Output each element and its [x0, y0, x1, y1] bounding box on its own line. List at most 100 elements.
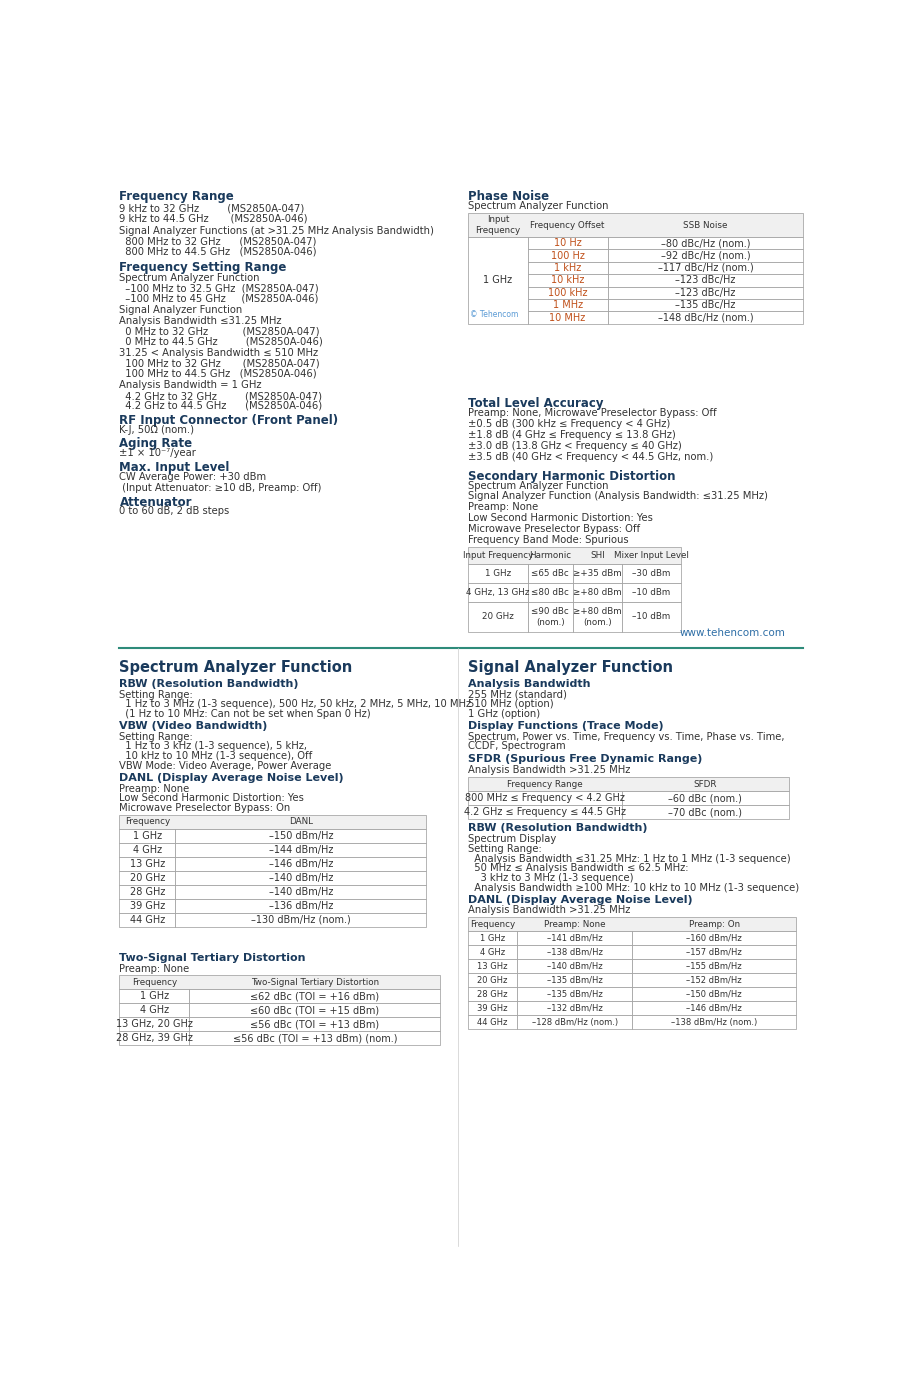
- Bar: [176, 843, 427, 857]
- Text: 28 GHz: 28 GHz: [477, 990, 508, 998]
- Bar: [120, 843, 176, 857]
- Text: DANL: DANL: [289, 818, 313, 826]
- Text: Low Second Harmonic Distortion: Yes: Low Second Harmonic Distortion: Yes: [120, 794, 304, 804]
- Text: Frequency: Frequency: [470, 920, 515, 928]
- Text: –10 dBm: –10 dBm: [632, 612, 670, 622]
- Text: 4 GHz: 4 GHz: [133, 844, 162, 855]
- Text: 9 kHz to 44.5 GHz       (MS2850A-046): 9 kHz to 44.5 GHz (MS2850A-046): [120, 213, 308, 223]
- Text: ≤56 dBc (TOI = +13 dBm): ≤56 dBc (TOI = +13 dBm): [250, 1019, 379, 1029]
- Text: 9 kHz to 32 GHz         (MS2850A-047): 9 kHz to 32 GHz (MS2850A-047): [120, 203, 305, 214]
- Bar: [468, 987, 517, 1001]
- Text: © Tehencom: © Tehencom: [470, 311, 518, 319]
- Text: –146 dBm/Hz: –146 dBm/Hz: [686, 1004, 742, 1012]
- Bar: [468, 1015, 517, 1029]
- Text: Total Level Accuracy: Total Level Accuracy: [468, 396, 604, 410]
- Text: Analysis Bandwidth = 1 GHz: Analysis Bandwidth = 1 GHz: [120, 381, 262, 391]
- Text: –136 dBm/Hz: –136 dBm/Hz: [268, 900, 333, 911]
- Text: 13 GHz, 20 GHz: 13 GHz, 20 GHz: [116, 1019, 193, 1029]
- Bar: [120, 913, 176, 927]
- Text: Frequency Offset: Frequency Offset: [530, 221, 605, 230]
- Text: Analysis Bandwidth: Analysis Bandwidth: [468, 679, 590, 689]
- Text: –132 dBm/Hz: –132 dBm/Hz: [546, 1004, 602, 1012]
- Bar: [527, 300, 608, 311]
- Bar: [120, 815, 427, 829]
- Text: –128 dBm/Hz (nom.): –128 dBm/Hz (nom.): [532, 1018, 617, 1026]
- Text: 10 kHz: 10 kHz: [551, 276, 584, 286]
- Bar: [120, 885, 176, 899]
- Text: –160 dBm/Hz: –160 dBm/Hz: [686, 934, 742, 942]
- Text: Setting Range:: Setting Range:: [468, 844, 542, 854]
- Text: 20 GHz: 20 GHz: [482, 612, 514, 622]
- Text: –138 dBm/Hz: –138 dBm/Hz: [546, 948, 602, 956]
- Bar: [468, 213, 803, 237]
- Text: Display Functions (Trace Mode): Display Functions (Trace Mode): [468, 721, 664, 731]
- Text: DANL (Display Average Noise Level): DANL (Display Average Noise Level): [468, 895, 693, 904]
- Text: 4.2 GHz to 32 GHz         (MS2850A-047): 4.2 GHz to 32 GHz (MS2850A-047): [120, 391, 322, 402]
- Bar: [517, 1015, 632, 1029]
- Text: www.tehencom.com: www.tehencom.com: [680, 629, 786, 638]
- Text: ±3.5 dB (40 GHz < Frequency < 44.5 GHz, nom.): ±3.5 dB (40 GHz < Frequency < 44.5 GHz, …: [468, 452, 714, 462]
- Text: 1 GHz: 1 GHz: [485, 568, 511, 578]
- Text: SHI: SHI: [590, 552, 605, 560]
- Text: Low Second Harmonic Distortion: Yes: Low Second Harmonic Distortion: Yes: [468, 512, 653, 524]
- Text: ≤90 dBc
(nom.): ≤90 dBc (nom.): [531, 608, 569, 627]
- Text: Analysis Bandwidth >31.25 MHz: Analysis Bandwidth >31.25 MHz: [468, 766, 631, 776]
- Bar: [468, 959, 517, 973]
- Text: Spectrum Analyzer Function: Spectrum Analyzer Function: [468, 480, 608, 490]
- Text: Preamp: None: Preamp: None: [544, 920, 606, 928]
- Text: –60 dBc (nom.): –60 dBc (nom.): [669, 792, 742, 804]
- Bar: [120, 990, 189, 1004]
- Text: 1 kHz: 1 kHz: [554, 263, 581, 273]
- Text: RBW (Resolution Bandwidth): RBW (Resolution Bandwidth): [120, 679, 299, 689]
- Text: RF Input Connector (Front Panel): RF Input Connector (Front Panel): [120, 414, 338, 427]
- Bar: [632, 973, 796, 987]
- Text: SSB Noise: SSB Noise: [683, 221, 727, 230]
- Bar: [608, 287, 803, 300]
- Text: Analysis Bandwidth ≥100 MHz: 10 kHz to 10 MHz (1-3 sequence): Analysis Bandwidth ≥100 MHz: 10 kHz to 1…: [468, 883, 799, 893]
- Text: 800 MHz to 32 GHz      (MS2850A-047): 800 MHz to 32 GHz (MS2850A-047): [120, 237, 317, 246]
- Text: ≤65 dBc: ≤65 dBc: [531, 568, 569, 578]
- Text: Input
Frequency: Input Frequency: [475, 216, 520, 235]
- Text: 3 kHz to 3 MHz (1-3 sequence): 3 kHz to 3 MHz (1-3 sequence): [468, 874, 634, 883]
- Text: Signal Analyzer Function: Signal Analyzer Function: [468, 659, 673, 675]
- Text: ≥+35 dBm: ≥+35 dBm: [573, 568, 622, 578]
- Bar: [608, 274, 803, 287]
- Bar: [527, 311, 608, 323]
- Text: 100 Hz: 100 Hz: [551, 251, 585, 260]
- Text: –100 MHz to 32.5 GHz  (MS2850A-047): –100 MHz to 32.5 GHz (MS2850A-047): [120, 283, 320, 294]
- Text: Analysis Bandwidth >31.25 MHz: Analysis Bandwidth >31.25 MHz: [468, 906, 631, 916]
- Text: –152 dBm/Hz: –152 dBm/Hz: [687, 976, 742, 984]
- Text: CW Average Power: +30 dBm: CW Average Power: +30 dBm: [120, 472, 266, 482]
- Text: –100 MHz to 45 GHz     (MS2850A-046): –100 MHz to 45 GHz (MS2850A-046): [120, 293, 319, 302]
- Bar: [632, 931, 796, 945]
- Text: Preamp: On: Preamp: On: [688, 920, 740, 928]
- Text: –157 dBm/Hz: –157 dBm/Hz: [686, 948, 742, 956]
- Bar: [120, 976, 440, 990]
- Text: Frequency: Frequency: [125, 818, 170, 826]
- Text: ±0.5 dB (300 kHz ≤ Frequency < 4 GHz): ±0.5 dB (300 kHz ≤ Frequency < 4 GHz): [468, 419, 670, 430]
- Text: Spectrum Analyzer Function: Spectrum Analyzer Function: [468, 202, 608, 211]
- Bar: [608, 300, 803, 311]
- Text: 10 kHz to 10 MHz (1-3 sequence), Off: 10 kHz to 10 MHz (1-3 sequence), Off: [120, 752, 312, 762]
- Bar: [573, 602, 622, 631]
- Bar: [608, 237, 803, 249]
- Text: Input Frequency: Input Frequency: [463, 552, 533, 560]
- Text: ≤56 dBc (TOI = +13 dBm) (nom.): ≤56 dBc (TOI = +13 dBm) (nom.): [232, 1033, 397, 1043]
- Text: –150 dBm/Hz: –150 dBm/Hz: [268, 830, 333, 841]
- Text: Phase Noise: Phase Noise: [468, 189, 549, 203]
- Text: 10 Hz: 10 Hz: [554, 238, 581, 248]
- Text: Preamp: None, Microwave Preselector Bypass: Off: Preamp: None, Microwave Preselector Bypa…: [468, 409, 716, 419]
- Bar: [517, 945, 632, 959]
- Text: –123 dBc/Hz: –123 dBc/Hz: [675, 276, 735, 286]
- Bar: [517, 1001, 632, 1015]
- Bar: [468, 973, 517, 987]
- Bar: [189, 1004, 440, 1018]
- Text: ±1 × 10⁻⁷/year: ±1 × 10⁻⁷/year: [120, 448, 196, 458]
- Bar: [608, 262, 803, 274]
- Bar: [189, 1032, 440, 1046]
- Bar: [622, 602, 681, 631]
- Text: Signal Analyzer Functions (at >31.25 MHz Analysis Bandwidth): Signal Analyzer Functions (at >31.25 MHz…: [120, 227, 435, 237]
- Text: –10 dBm: –10 dBm: [632, 588, 670, 598]
- Bar: [527, 287, 608, 300]
- Text: –135 dBm/Hz: –135 dBm/Hz: [546, 990, 602, 998]
